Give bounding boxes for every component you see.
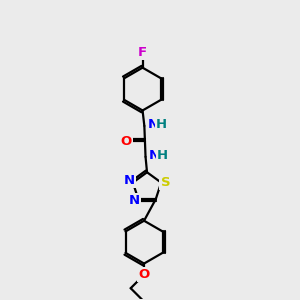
- Text: H: H: [156, 118, 167, 131]
- Text: N: N: [124, 174, 135, 187]
- Text: O: O: [138, 268, 150, 281]
- Text: N: N: [148, 118, 159, 131]
- Text: N: N: [149, 149, 160, 162]
- Text: F: F: [138, 46, 147, 59]
- Text: H: H: [157, 149, 168, 162]
- Text: N: N: [129, 194, 140, 208]
- Text: O: O: [120, 135, 131, 148]
- Text: S: S: [160, 176, 170, 189]
